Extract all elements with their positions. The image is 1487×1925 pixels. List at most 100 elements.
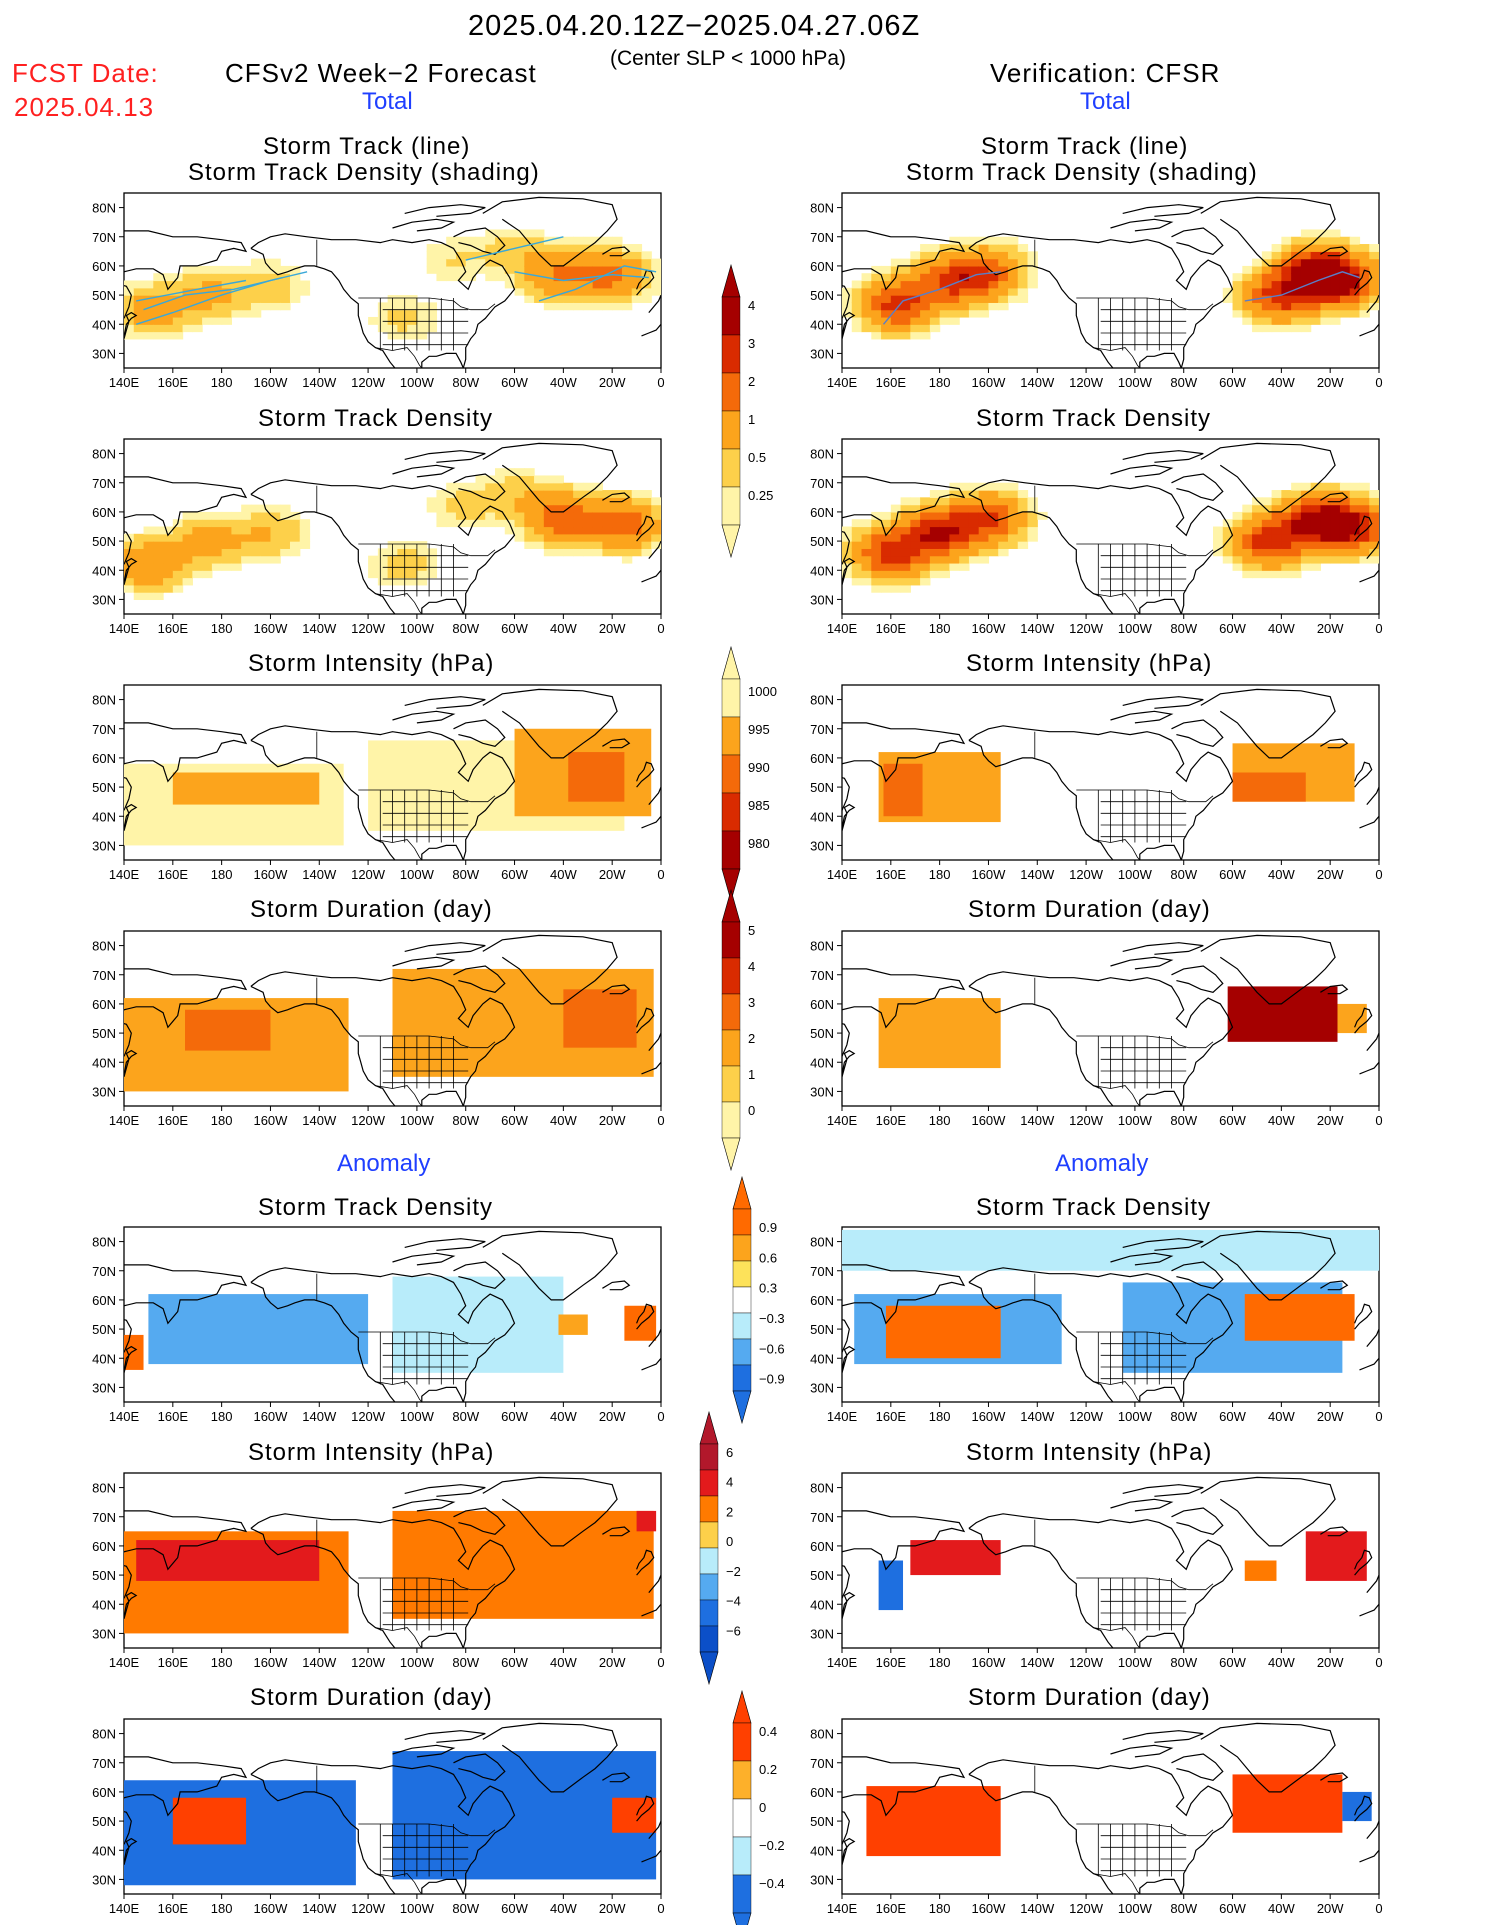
density-cell [1261, 273, 1273, 282]
density-cell [485, 265, 496, 274]
density-cell [1320, 236, 1331, 245]
density-cell [929, 497, 941, 506]
density-cell [1242, 548, 1253, 557]
coastline [392, 464, 456, 478]
density-cell [153, 533, 164, 542]
density-cell [1310, 541, 1322, 549]
density-cell [524, 229, 535, 238]
density-cell [861, 309, 872, 318]
density-cell [1339, 244, 1351, 252]
density-cell [1369, 258, 1379, 267]
density-cell [1359, 548, 1370, 557]
density-cell [1252, 533, 1263, 542]
density-cell [446, 497, 457, 506]
density-cell [988, 541, 999, 549]
data-cell [1244, 1294, 1355, 1341]
density-cell [211, 548, 223, 557]
density-cell [949, 295, 960, 303]
density-cell [939, 504, 950, 513]
lon-tick-label: 100W [400, 1655, 435, 1670]
title-anom-intensity-right: Storm Intensity (hPa) [966, 1439, 1213, 1466]
density-cell [1339, 273, 1351, 282]
lon-tick-label: 100W [1118, 621, 1153, 636]
density-cell [920, 302, 931, 311]
density-cell [455, 265, 467, 274]
density-cell [1027, 273, 1038, 282]
title-anom-intensity-left: Storm Intensity (hPa) [248, 1439, 495, 1466]
density-cell [1252, 287, 1263, 296]
density-cell [1232, 555, 1243, 564]
coastline [1366, 1328, 1379, 1347]
lon-tick-label: 160W [971, 867, 1006, 882]
density-cell [631, 490, 643, 498]
colorbar-segment [721, 1065, 741, 1103]
lon-tick-label: 40W [1268, 1655, 1295, 1670]
density-cell [1330, 504, 1341, 513]
lon-tick-label: 140W [302, 621, 337, 636]
density-cell [959, 511, 970, 520]
density-cell [1007, 526, 1019, 535]
density-cell [998, 273, 1009, 282]
density-cell [1330, 229, 1341, 238]
density-cell [988, 302, 999, 311]
density-cell [563, 482, 574, 491]
density-cell [949, 533, 960, 542]
density-cell [573, 244, 584, 252]
density-cell [998, 295, 1009, 303]
density-cell [1271, 533, 1282, 542]
coastline [1110, 1498, 1174, 1512]
lon-tick-label: 0 [657, 1113, 664, 1128]
density-cell [172, 309, 184, 318]
density-cell [1007, 287, 1019, 296]
density-cell [1310, 526, 1322, 535]
density-cell [1271, 287, 1282, 296]
density-cell [1222, 287, 1234, 296]
density-cell [1271, 541, 1282, 549]
lon-tick-label: 120W [1069, 375, 1104, 390]
data-cell [568, 752, 625, 802]
lon-tick-label: 20W [1317, 375, 1344, 390]
lon-tick-label: 140W [302, 375, 337, 390]
density-cell [153, 548, 164, 557]
density-cell [455, 490, 467, 498]
density-cell [871, 316, 882, 325]
density-cell [1300, 526, 1312, 535]
lat-tick-label: 60N [810, 259, 834, 274]
coastline [1110, 1744, 1174, 1758]
lon-tick-label: 100W [1118, 867, 1153, 882]
density-cell [939, 511, 950, 520]
density-cell [920, 511, 931, 520]
density-cell [910, 562, 921, 571]
density-cell [890, 331, 902, 340]
coastline [250, 971, 516, 1106]
density-cell [1330, 548, 1341, 557]
density-cell [1330, 511, 1341, 520]
lat-tick-label: 40N [92, 317, 116, 332]
density-cell [426, 265, 438, 274]
density-cell [910, 287, 921, 296]
density-cell [1349, 244, 1361, 252]
density-cell [1339, 490, 1351, 498]
lat-tick-label: 80N [92, 1727, 116, 1742]
density-cell [949, 280, 960, 289]
density-cell [988, 280, 999, 289]
coastline [1171, 227, 1224, 255]
title-intensity-left: Storm Intensity (hPa) [248, 650, 495, 677]
total-section-right: Total [1080, 88, 1131, 115]
density-cell [592, 541, 604, 549]
density-cell [553, 482, 564, 491]
colorbar-label: 0 [759, 1800, 766, 1815]
density-cell [641, 533, 652, 542]
density-cell [436, 265, 447, 274]
country-border [375, 347, 423, 368]
density-cell [397, 570, 408, 579]
country-border [1093, 593, 1141, 614]
density-cell [929, 316, 941, 325]
density-cell [270, 533, 281, 542]
density-cell [1330, 287, 1341, 296]
data-cell [624, 1305, 657, 1341]
density-cell [202, 295, 213, 303]
density-cell [871, 541, 882, 549]
density-cell [504, 526, 516, 535]
